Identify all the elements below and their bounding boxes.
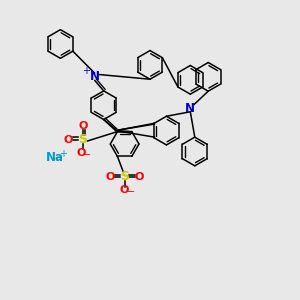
Text: +: +	[59, 148, 68, 159]
Text: +: +	[82, 67, 90, 76]
Text: S: S	[78, 133, 87, 146]
Text: O: O	[106, 172, 115, 182]
Text: N: N	[185, 102, 195, 115]
Text: S: S	[120, 170, 129, 183]
Text: O: O	[134, 172, 144, 182]
Text: N: N	[90, 70, 100, 83]
Text: −: −	[83, 150, 92, 160]
Text: O: O	[64, 134, 73, 145]
Text: O: O	[78, 121, 88, 131]
Text: O: O	[120, 185, 129, 195]
Text: −: −	[127, 188, 135, 197]
Text: Na: Na	[45, 151, 63, 164]
Text: O: O	[76, 148, 86, 158]
